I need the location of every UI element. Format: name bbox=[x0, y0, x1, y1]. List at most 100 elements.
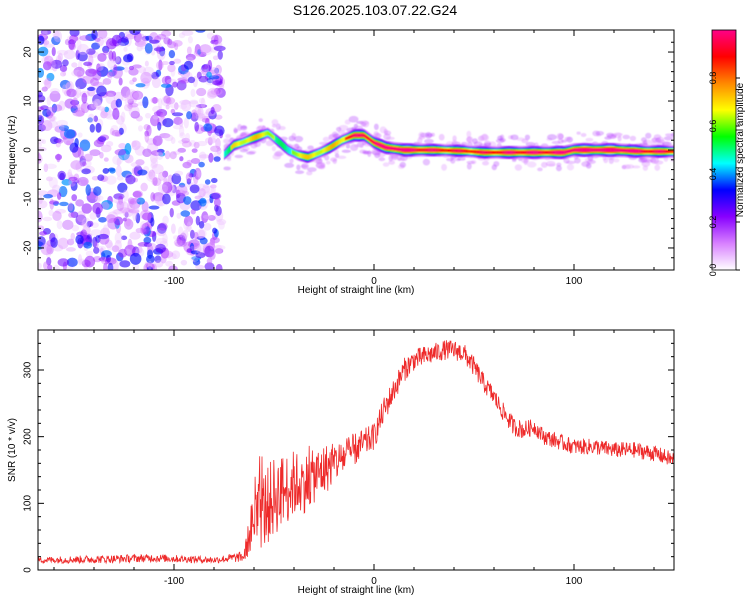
ridge-segment bbox=[617, 149, 620, 151]
noise-blob bbox=[212, 227, 218, 234]
noise-blob bbox=[179, 99, 191, 105]
ridge-segment bbox=[311, 153, 313, 159]
ridge-segment bbox=[610, 149, 613, 151]
y-tick-label: 20 bbox=[23, 46, 34, 58]
ridge-segment bbox=[454, 149, 457, 153]
ridge-segment bbox=[551, 150, 554, 155]
ridge-segment bbox=[613, 149, 615, 151]
noise-blob bbox=[41, 139, 47, 145]
ridge-segment bbox=[588, 149, 590, 151]
noise-blob bbox=[211, 177, 218, 184]
noise-blob bbox=[81, 203, 93, 214]
noise-blob bbox=[58, 100, 66, 112]
ridge-segment bbox=[347, 135, 350, 140]
ridge-halo bbox=[466, 162, 472, 170]
noise-blob bbox=[196, 87, 207, 97]
noise-blob bbox=[207, 87, 220, 98]
noise-blob bbox=[193, 141, 200, 149]
ridge-segment bbox=[529, 150, 531, 154]
noise-blob bbox=[135, 159, 145, 166]
noise-blob bbox=[85, 68, 97, 77]
ridge-halo bbox=[556, 133, 564, 140]
noise-blob bbox=[204, 262, 215, 270]
ridge-segment bbox=[333, 142, 336, 148]
ridge-segment bbox=[308, 154, 310, 160]
noise-blob bbox=[185, 225, 193, 233]
noise-blob bbox=[56, 192, 62, 200]
noise-blob bbox=[196, 140, 208, 147]
ridge-segment bbox=[644, 149, 646, 154]
noise-blob bbox=[153, 111, 164, 117]
noise-blob bbox=[43, 194, 53, 199]
ridge-segment bbox=[623, 149, 625, 152]
noise-blob bbox=[144, 35, 153, 41]
ridge-segment bbox=[533, 150, 535, 154]
noise-blob bbox=[40, 243, 52, 256]
noise-blob bbox=[55, 153, 62, 161]
noise-blob bbox=[90, 77, 100, 87]
noise-blob bbox=[144, 60, 149, 67]
colorbar-tick-label: 0.8 bbox=[708, 72, 718, 85]
noise-blob bbox=[87, 220, 94, 227]
noise-blob bbox=[92, 236, 98, 248]
noise-blob bbox=[172, 40, 183, 47]
ridge-segment bbox=[283, 142, 285, 150]
ridge-segment bbox=[523, 150, 525, 154]
ridge-segment bbox=[312, 152, 314, 158]
ridge-segment bbox=[387, 147, 389, 149]
noise-blob bbox=[56, 119, 68, 127]
ridge-halo bbox=[223, 138, 230, 144]
noise-blob bbox=[161, 181, 173, 194]
noise-blob bbox=[131, 140, 137, 148]
ridge-segment bbox=[382, 145, 385, 148]
ridge-segment bbox=[606, 149, 608, 151]
noise-blob bbox=[95, 195, 104, 201]
ridge-segment bbox=[426, 148, 428, 152]
ridge-halo bbox=[271, 124, 277, 128]
ridge-segment bbox=[603, 149, 606, 151]
noise-blob bbox=[203, 185, 215, 195]
ridge-segment bbox=[574, 149, 576, 151]
noise-blob bbox=[71, 224, 80, 232]
ridge-segment bbox=[598, 149, 600, 151]
ridge-segment bbox=[306, 154, 309, 160]
noise-blob bbox=[38, 124, 46, 132]
ridge-halo bbox=[551, 140, 561, 145]
ridge-segment bbox=[505, 150, 507, 154]
y-tick-label: 0 bbox=[23, 147, 34, 153]
ridge-segment bbox=[280, 139, 282, 148]
ridge-segment bbox=[550, 150, 552, 155]
noise-blob bbox=[143, 226, 151, 237]
ridge-halo bbox=[272, 153, 282, 160]
noise-blob bbox=[185, 172, 193, 183]
noise-blob bbox=[115, 98, 122, 108]
noise-blob bbox=[201, 117, 210, 123]
noise-blob bbox=[193, 48, 204, 57]
ridge-segment bbox=[565, 151, 568, 153]
noise-blob bbox=[111, 245, 120, 253]
ridge-segment bbox=[301, 153, 303, 159]
noise-blob bbox=[83, 241, 93, 249]
x-tick-label: 0 bbox=[371, 576, 377, 587]
noise-blob bbox=[47, 120, 58, 129]
ridge-halo bbox=[289, 158, 294, 164]
ridge-segment bbox=[636, 149, 638, 153]
noise-blob bbox=[180, 259, 188, 266]
noise-blob bbox=[146, 242, 157, 251]
noise-blob bbox=[62, 219, 74, 230]
ridge-segment bbox=[370, 138, 372, 143]
noise-blob bbox=[77, 132, 83, 138]
ridge-segment bbox=[332, 142, 334, 149]
ridge-segment bbox=[515, 150, 517, 154]
ridge-halo bbox=[510, 134, 519, 141]
ridge-segment bbox=[492, 150, 494, 154]
noise-blob bbox=[119, 201, 130, 213]
ridge-halo bbox=[344, 119, 351, 125]
noise-blob bbox=[64, 89, 72, 97]
noise-blob bbox=[112, 107, 120, 120]
noise-blob bbox=[172, 124, 184, 130]
noise-blob bbox=[197, 49, 202, 55]
noise-blob bbox=[173, 116, 183, 125]
ridge-segment bbox=[463, 149, 465, 153]
noise-blob bbox=[125, 174, 136, 185]
